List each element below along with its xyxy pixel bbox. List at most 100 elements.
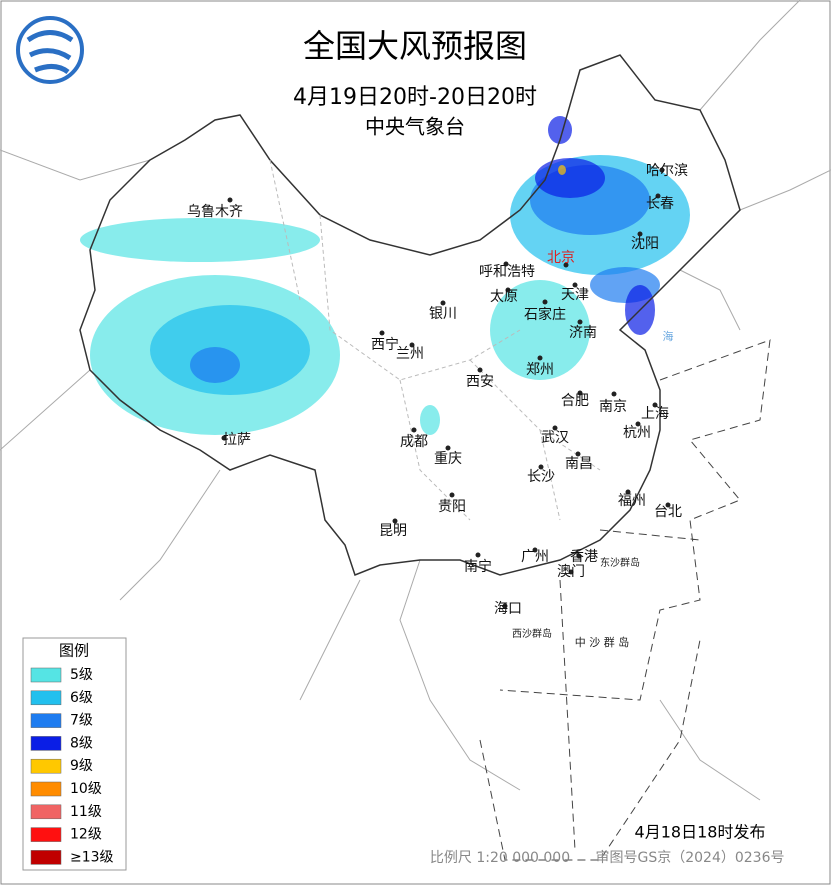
legend-label: 10级 (70, 781, 102, 797)
city-label: 西安 (466, 374, 494, 390)
city-label: 济南 (569, 325, 597, 341)
legend-label: 9级 (70, 758, 93, 774)
city-label: 南京 (599, 399, 627, 415)
city-dot (563, 262, 569, 268)
wind-area (490, 280, 590, 380)
city-label: 杭州 (623, 425, 651, 441)
city-label: 郑州 (526, 362, 554, 378)
city-label: 重庆 (434, 451, 462, 467)
city-dot (652, 402, 658, 408)
legend-swatch (30, 804, 62, 820)
issuer: 中央气象台 (365, 115, 465, 139)
city-label: 广州 (521, 549, 549, 565)
legend-label: 7级 (70, 713, 93, 729)
legend: 图例 5级 6级 7级 8级 9级 10级 11级 12级 ≥13级 (22, 637, 127, 871)
city-dot (503, 261, 509, 267)
wind-area (420, 405, 440, 435)
city-label: 南昌 (565, 456, 593, 472)
wind-areas (80, 116, 690, 435)
city-dot (409, 342, 415, 348)
city-dot (568, 569, 574, 575)
city-label: 武汉 (541, 430, 569, 446)
subtitle: 4月19日20时-20日20时 (293, 85, 537, 110)
legend-label: 8级 (70, 735, 93, 751)
island-label: 海 (663, 329, 674, 343)
release-time: 4月18日18时发布 (635, 823, 766, 842)
city-dot (221, 435, 227, 441)
title: 全国大风预报图 (303, 27, 527, 65)
legend-swatch (30, 713, 62, 728)
city-dot (532, 547, 538, 553)
city-label: 台北 (654, 504, 682, 520)
city-label: 成都 (400, 434, 428, 450)
legend-swatch (30, 758, 62, 774)
legend-label: 5级 (70, 667, 93, 683)
city-dot (611, 391, 617, 397)
island-label: 中 沙 群 岛 (575, 635, 630, 649)
city-label: 香港 (570, 549, 598, 565)
legend-label: ≥13级 (70, 849, 114, 865)
legend-swatch (30, 827, 62, 842)
island-label: 西沙群岛 (512, 627, 552, 640)
approval: 审图号GS京（2024）0236号 (596, 850, 785, 866)
city-label: 昆明 (379, 523, 407, 539)
city-label: 哈尔滨 (646, 163, 688, 179)
city-label: 银川 (429, 306, 457, 322)
city-label: 天津 (561, 287, 589, 303)
city-dot (475, 552, 481, 558)
city-dot (411, 427, 417, 433)
city-label: 上海 (641, 406, 669, 422)
wind-area (548, 116, 572, 144)
neighbor-borders (0, 0, 831, 801)
scale: 比例尺 1:20 000 000 (430, 850, 570, 866)
city-dot (637, 231, 643, 237)
legend-items: 5级 6级 7级 8级 9级 10级 11级 12级 ≥13级 (30, 667, 114, 865)
legend-swatch (30, 667, 62, 683)
city-label: 拉萨 (223, 432, 251, 448)
city-label: 乌鲁木齐 (187, 204, 243, 220)
legend-title: 图例 (59, 642, 89, 660)
island-label: 东沙群岛 (600, 556, 640, 569)
city-dot (392, 518, 398, 524)
legend-swatch (30, 690, 62, 706)
city-dot (577, 390, 583, 396)
city-dot (659, 167, 665, 173)
city-label: 西宁 (371, 336, 399, 353)
city-dot (502, 603, 508, 609)
wind-area (535, 158, 605, 198)
wind-area (190, 347, 240, 383)
city-label: 北京 (547, 250, 575, 266)
legend-swatch (30, 781, 62, 797)
legend-label: 11级 (70, 804, 102, 820)
city-label: 海口 (494, 601, 522, 617)
city-dot (552, 425, 558, 431)
city-dot (655, 193, 661, 199)
city-label: 南宁 (464, 558, 492, 575)
city-dot (576, 553, 582, 559)
city-label: 长沙 (527, 469, 555, 485)
city-dot (542, 299, 548, 305)
city-dot (440, 300, 446, 306)
city-label: 贵阳 (438, 499, 466, 515)
logo (16, 16, 84, 84)
city-dot (635, 421, 641, 427)
city-label: 兰州 (396, 346, 424, 362)
city-label: 福州 (618, 493, 646, 509)
city-dot (538, 464, 544, 470)
province-lines (269, 159, 601, 521)
city-dot (577, 319, 583, 325)
city-dot (505, 287, 511, 293)
city-dot (379, 330, 385, 336)
city-label: 合肥 (561, 393, 589, 409)
city-dot (537, 355, 543, 361)
city-dot (665, 502, 671, 508)
city-label: 呼和浩特 (479, 264, 535, 280)
city-label: 沈阳 (631, 236, 659, 252)
legend-swatch (30, 850, 62, 865)
city-dot (625, 489, 631, 495)
city-dot (572, 282, 578, 288)
